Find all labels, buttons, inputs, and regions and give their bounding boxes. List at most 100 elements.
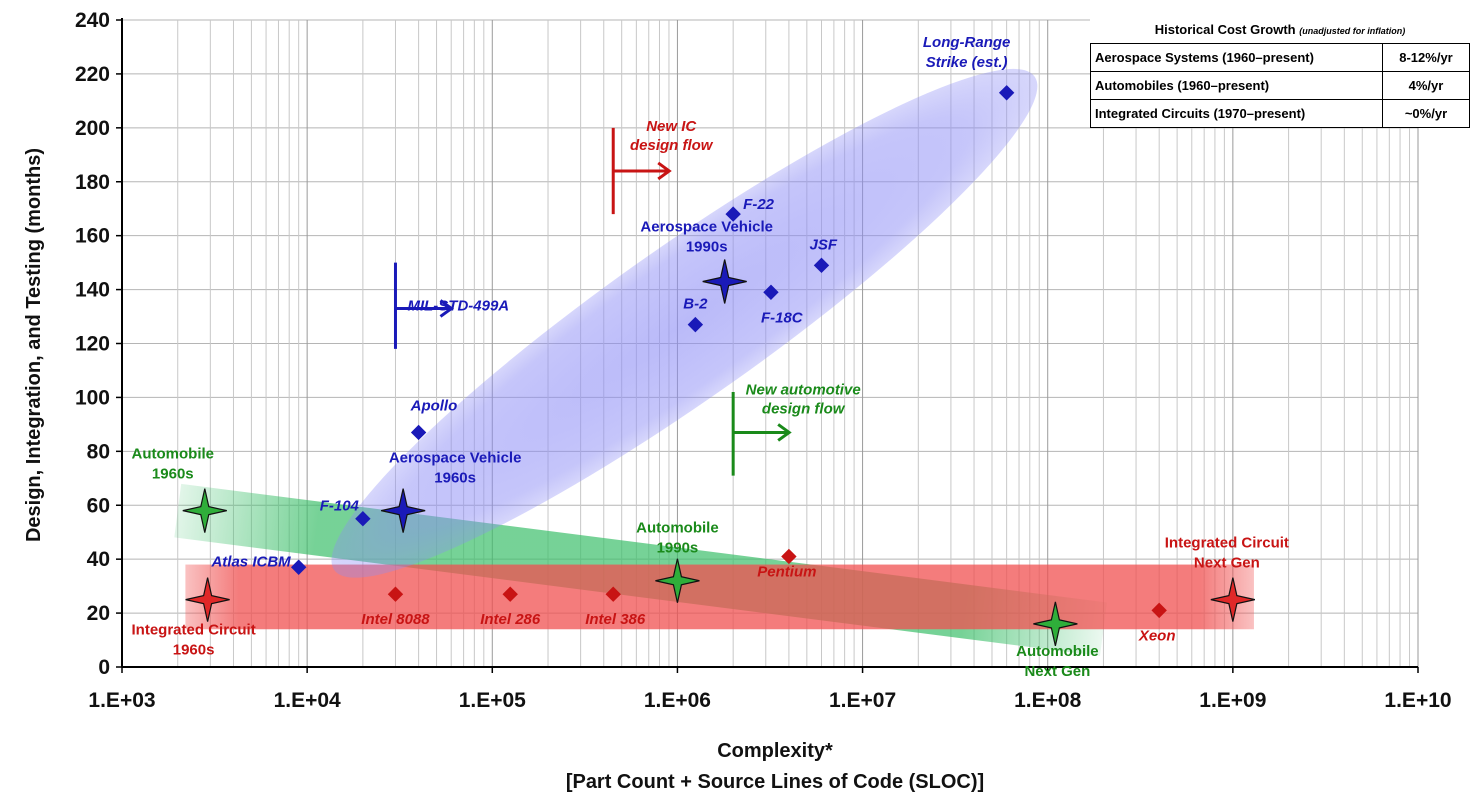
- point-label: B-2: [683, 296, 708, 313]
- x-axis-subtitle: [Part Count + Source Lines of Code (SLOC…: [566, 771, 984, 793]
- star-label: 1960s: [152, 466, 194, 483]
- y-tick-label: 0: [98, 656, 110, 679]
- star-label: Integrated Circuit: [132, 622, 256, 639]
- annotation-label: design flow: [630, 137, 714, 154]
- y-tick-label: 60: [87, 494, 110, 517]
- x-tick-label: 1.E+03: [88, 689, 155, 712]
- data-point: [687, 316, 704, 333]
- table-title-note: (unadjusted for inflation): [1299, 26, 1406, 36]
- row-label: Automobiles (1960–present): [1090, 71, 1383, 100]
- row-rate: ~0%/yr: [1382, 99, 1470, 128]
- table-row: Aerospace Systems (1960–present) 8-12%/y…: [1090, 43, 1470, 72]
- data-point: [725, 206, 741, 222]
- table-title-text: Historical Cost Growth: [1154, 22, 1296, 37]
- star-label: Aerospace Vehicle: [640, 218, 773, 235]
- x-tick-label: 1.E+07: [829, 689, 896, 712]
- star-label: Integrated Circuit: [1165, 535, 1289, 552]
- trend-bands: [174, 68, 1254, 657]
- y-tick-label: 80: [87, 440, 110, 463]
- data-point: [998, 85, 1015, 101]
- point-label: Atlas ICBM: [210, 553, 291, 570]
- star-label: 1990s: [686, 238, 728, 255]
- x-tick-label: 1.E+04: [274, 689, 341, 712]
- star-label: Automobile: [132, 446, 215, 463]
- annotation-label: New IC: [646, 118, 697, 135]
- axes: 0 20 40 60 80 100 120 140 160 180 200 220 240 1.E+03 1…: [75, 9, 1452, 712]
- annotation-label: New automotive: [746, 381, 861, 398]
- star-label: 1990s: [657, 540, 699, 557]
- point-label: Intel 8088: [361, 611, 430, 628]
- star-label: Automobile: [636, 520, 719, 537]
- annotation-label: design flow: [762, 400, 846, 417]
- star-marker: [1210, 577, 1255, 622]
- point-label: F-18C: [761, 309, 804, 326]
- star-label: 1960s: [434, 470, 476, 487]
- data-point: [502, 586, 518, 602]
- table-row: Automobiles (1960–present) 4%/yr: [1090, 71, 1470, 100]
- row-label: Aerospace Systems (1960–present): [1090, 43, 1383, 72]
- y-tick-label: 160: [75, 225, 110, 248]
- data-point: [763, 284, 779, 300]
- y-axis-title: Design, Integration, and Testing (months…: [23, 148, 45, 542]
- y-tick-label: 140: [75, 279, 110, 302]
- point-label: Strike (est.): [926, 54, 1008, 71]
- star-marker: [381, 488, 426, 533]
- row-rate: 4%/yr: [1382, 71, 1470, 100]
- data-point: [813, 257, 830, 274]
- point-label: Intel 386: [585, 611, 646, 628]
- y-tick-label: 200: [75, 117, 110, 140]
- point-label: Apollo: [410, 397, 458, 414]
- annotations: MIL-STD-499A New IC design flow New automot…: [393, 118, 861, 476]
- row-rate: 8-12%/yr: [1382, 43, 1470, 72]
- y-tick-label: 40: [87, 548, 110, 571]
- x-tick-label: 1.E+10: [1384, 689, 1451, 712]
- y-tick-label: 220: [75, 63, 110, 86]
- data-labels: Atlas ICBM F-104 Apollo B-2 F-22 F-18C JSF Long…: [132, 34, 1289, 680]
- point-label: F-104: [320, 498, 360, 515]
- data-point: [1151, 602, 1167, 619]
- arrow-head: [657, 161, 672, 181]
- point-label: Long-Range: [923, 34, 1011, 51]
- star-label: Next Gen: [1194, 555, 1260, 572]
- star-label: 1960s: [173, 642, 215, 659]
- arrow-head: [439, 299, 455, 318]
- data-point: [290, 559, 307, 575]
- data-point: [781, 548, 797, 565]
- point-label: JSF: [809, 236, 837, 253]
- star-marker: [702, 259, 747, 304]
- x-tick-label: 1.E+09: [1199, 689, 1266, 712]
- arrow-head: [777, 423, 792, 442]
- point-label: Intel 286: [480, 611, 541, 628]
- star-marker: [1033, 601, 1078, 646]
- aerospace-ellipse: [331, 68, 1038, 578]
- point-label: Pentium: [757, 563, 816, 580]
- x-tick-label: 1.E+05: [459, 689, 526, 712]
- data-point: [410, 424, 427, 441]
- y-tick-label: 20: [87, 602, 110, 625]
- star-label: Automobile: [1016, 643, 1099, 660]
- cost-growth-table: Historical Cost Growth (unadjusted for i…: [1090, 18, 1470, 128]
- x-tick-label: 1.E+08: [1014, 689, 1081, 712]
- point-label: F-22: [743, 196, 775, 213]
- row-label: Integrated Circuits (1970–present): [1090, 99, 1383, 128]
- star-marker: [182, 488, 227, 533]
- y-tick-label: 240: [75, 9, 110, 32]
- table-row: Integrated Circuits (1970–present) ~0%/y…: [1090, 99, 1470, 128]
- star-label: Aerospace Vehicle: [389, 450, 522, 467]
- star-label: Next Gen: [1024, 663, 1090, 680]
- x-tick-label: 1.E+06: [644, 689, 711, 712]
- x-axis-title: Complexity*: [717, 740, 833, 762]
- y-tick-label: 120: [75, 333, 110, 356]
- star-marker: [655, 558, 700, 603]
- annotation-label: MIL-STD-499A: [407, 297, 509, 314]
- data-point: [355, 511, 371, 527]
- data-point: [387, 586, 404, 602]
- y-tick-label: 100: [75, 386, 110, 409]
- star-marker: [185, 577, 230, 622]
- data-marks: [182, 85, 1255, 646]
- cost-growth-table-title: Historical Cost Growth (unadjusted for i…: [1091, 18, 1470, 44]
- y-tick-label: 180: [75, 171, 110, 194]
- point-label: Xeon: [1138, 627, 1176, 644]
- data-point: [605, 586, 621, 602]
